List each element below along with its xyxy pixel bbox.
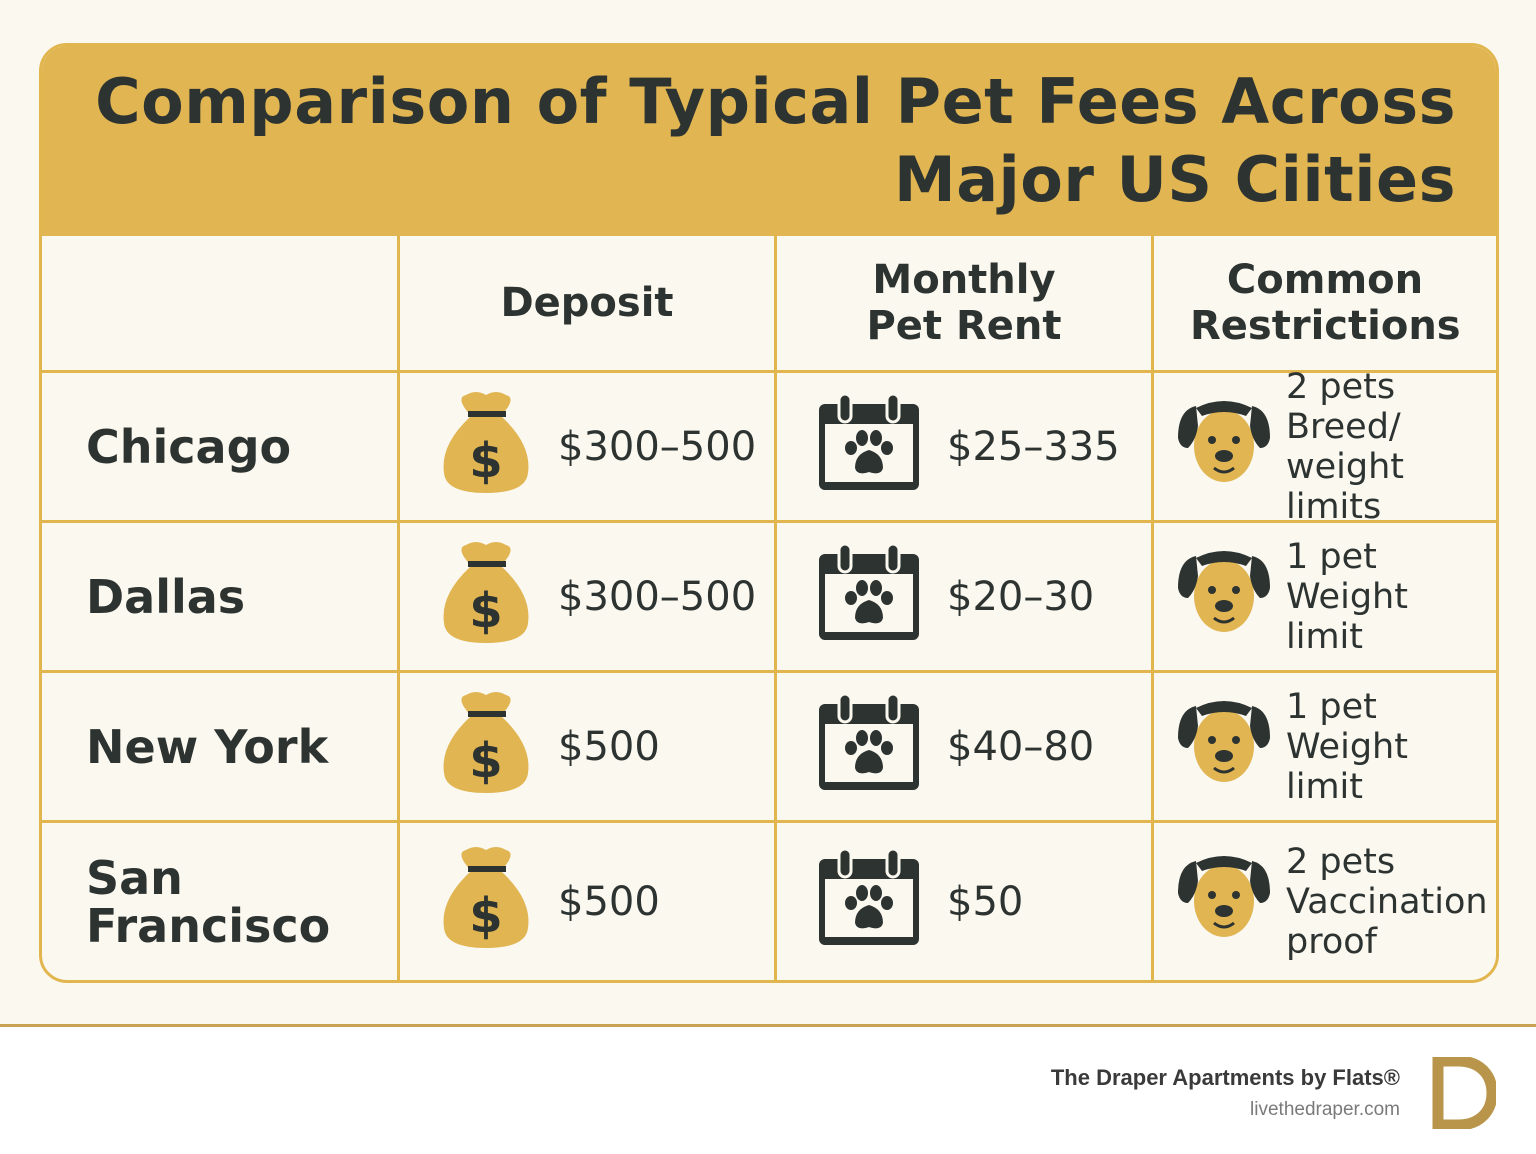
restriction-line: Weight [1286, 576, 1408, 617]
restriction-line: 2 pets [1286, 841, 1396, 882]
city-name: San Francisco [86, 850, 331, 953]
svg-text:$: $ [469, 433, 502, 489]
deposit-cell: $ $300–500 [400, 373, 777, 523]
svg-text:$: $ [469, 733, 502, 789]
header-deposit: Deposit [400, 236, 777, 373]
monthly-rent-value: $40–80 [947, 723, 1095, 770]
city-cell: New York [42, 673, 400, 823]
monthly-rent-cell: $20–30 [777, 523, 1154, 673]
restriction-line: 1 pet [1286, 686, 1377, 727]
title-line-1: Comparison of Typical Pet Fees Across [95, 65, 1456, 138]
footer: The Draper Apartments by Flats® livethed… [0, 1027, 1536, 1154]
restrictions-cell: 2 pets Breed/weight limits [1154, 367, 1496, 527]
dog-face-icon [1176, 851, 1272, 952]
header-empty [42, 236, 400, 373]
dog-face-icon [1176, 396, 1272, 497]
restrictions-cell: 1 pet Weight limit [1154, 673, 1496, 823]
deposit-value: $500 [558, 723, 660, 770]
title-banner: Comparison of Typical Pet Fees Across Ma… [42, 46, 1496, 236]
header-monthly-rent-label: Monthly Pet Rent [866, 257, 1062, 349]
deposit-value: $300–500 [558, 423, 757, 470]
monthly-rent-value: $25–335 [947, 423, 1120, 470]
restriction-line: Breed/ [1286, 406, 1401, 447]
calendar-paw-icon [817, 847, 921, 957]
deposit-cell: $ $300–500 [400, 523, 777, 673]
header-restrictions-label: Common Restrictions [1190, 257, 1461, 349]
restrictions-cell: 1 pet Weight limit [1154, 523, 1496, 673]
monthly-rent-cell: $40–80 [777, 673, 1154, 823]
monthly-rent-cell: $50 [777, 823, 1154, 980]
calendar-paw-icon [817, 542, 921, 652]
restrictions-cell: 2 pets Vaccination proof [1154, 823, 1496, 980]
city-name: New York [86, 719, 329, 774]
dog-face-icon [1176, 546, 1272, 647]
restriction-line: 1 pet [1286, 536, 1377, 577]
city-name: Chicago [86, 419, 292, 474]
money-bag-icon: $ [440, 842, 532, 962]
city-cell: Chicago [42, 373, 400, 523]
title-line-2: Major US Ciities [894, 143, 1456, 216]
svg-text:$: $ [469, 888, 502, 944]
money-bag-icon: $ [440, 387, 532, 507]
draper-logo-icon [1432, 1057, 1496, 1129]
deposit-value: $500 [558, 878, 660, 925]
restriction-line: limit [1286, 616, 1363, 657]
footer-divider [0, 1024, 1536, 1027]
brand-url: livethedraper.com [1250, 1099, 1400, 1120]
monthly-rent-cell: $25–335 [777, 373, 1154, 523]
restriction-line: 2 pets [1286, 366, 1396, 407]
restriction-line: Weight [1286, 726, 1408, 767]
restriction-line: weight limits [1286, 446, 1405, 527]
money-bag-icon: $ [440, 537, 532, 657]
money-bag-icon: $ [440, 687, 532, 807]
monthly-rent-value: $50 [947, 878, 1024, 925]
city-cell: San Francisco [42, 823, 400, 980]
deposit-value: $300–500 [558, 573, 757, 620]
deposit-cell: $ $500 [400, 673, 777, 823]
pet-fees-table-card: Comparison of Typical Pet Fees Across Ma… [39, 43, 1499, 983]
deposit-cell: $ $500 [400, 823, 777, 980]
monthly-rent-value: $20–30 [947, 573, 1095, 620]
fees-table: Deposit Monthly Pet Rent Common Restrict… [42, 236, 1496, 980]
restrictions-text: 1 pet Weight limit [1286, 687, 1408, 807]
dog-face-icon [1176, 696, 1272, 797]
restrictions-text: 2 pets Breed/weight limits [1286, 367, 1496, 527]
header-restrictions: Common Restrictions [1154, 236, 1496, 373]
city-cell: Dallas [42, 523, 400, 673]
calendar-paw-icon [817, 692, 921, 802]
header-monthly-rent: Monthly Pet Rent [777, 236, 1154, 373]
calendar-paw-icon [817, 392, 921, 502]
restriction-line: Vaccination [1286, 881, 1488, 922]
restrictions-text: 2 pets Vaccination proof [1286, 842, 1488, 962]
svg-text:$: $ [469, 583, 502, 639]
restrictions-text: 1 pet Weight limit [1286, 537, 1408, 657]
city-name: Dallas [86, 569, 246, 624]
brand-name: The Draper Apartments by Flats® [1050, 1065, 1400, 1090]
restriction-line: proof [1286, 921, 1377, 962]
restriction-line: limit [1286, 766, 1363, 807]
